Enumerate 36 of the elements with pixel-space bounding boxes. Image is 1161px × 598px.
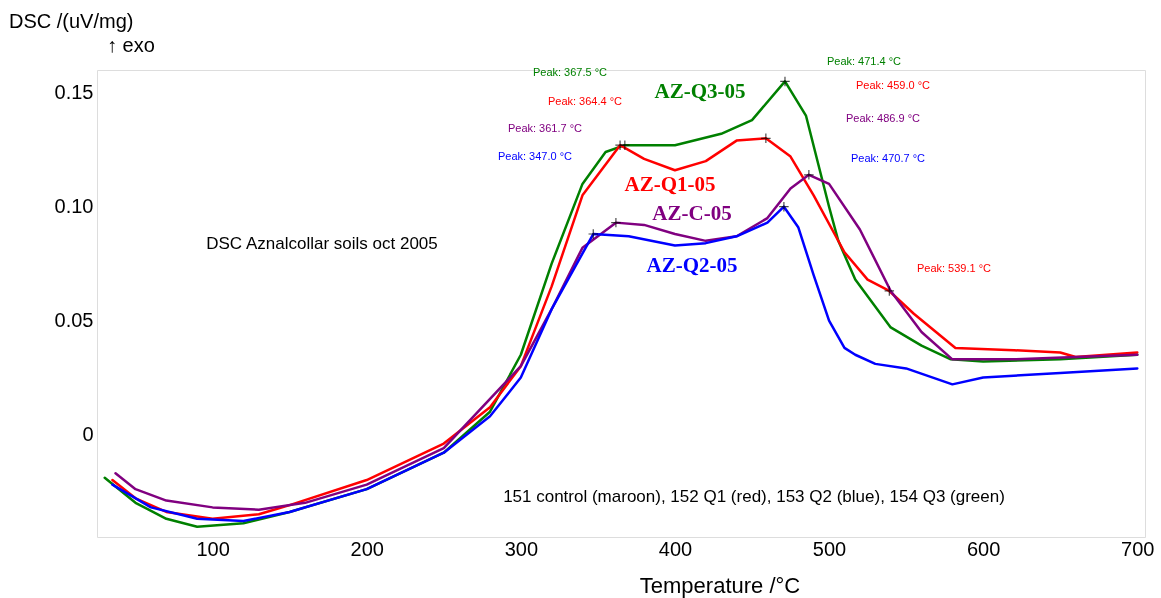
series-label: AZ-Q1-05 <box>624 172 716 196</box>
series-label: AZ-Q3-05 <box>654 79 746 103</box>
series-label: AZ-C-05 <box>652 201 732 225</box>
x-tick-label: 600 <box>966 537 1001 560</box>
y-tick-label: 0 <box>82 422 94 445</box>
point <box>614 139 626 151</box>
point <box>779 76 791 87</box>
annotation: Peak: 539.1 °C <box>916 262 992 274</box>
series-label: AZ-Q2-05 <box>646 253 738 277</box>
point <box>610 217 622 228</box>
y-axis-title: DSC /(uV/mg) ↑ exo <box>9 10 155 56</box>
x-tick-label: 100 <box>196 537 230 560</box>
x-tick-label: 400 <box>658 537 693 560</box>
annotation: Peak: 361.7 °C <box>507 122 583 134</box>
point <box>760 133 772 144</box>
x-tick-label: 300 <box>504 537 539 560</box>
annotation: Peak: 459.0 °C <box>855 79 931 91</box>
annotation: 151 control (maroon), 152 Q1 (red), 153 Q2 (blue), 154 Q3 (green) <box>503 487 1005 506</box>
y-tick-label: 0.05 <box>54 309 94 332</box>
annotation: Peak: 347.0 °C <box>497 150 573 162</box>
x-axis-title: Temperature /°C <box>639 573 801 598</box>
point <box>803 169 815 181</box>
annotation: Peak: 470.7 °C <box>850 152 926 164</box>
point <box>778 201 790 213</box>
annotation: DSC Aznalcollar soils oct 2005 <box>206 234 438 253</box>
x-tick-label: 200 <box>350 537 384 560</box>
y-tick-label: 0.15 <box>54 81 94 104</box>
x-tick-label: 500 <box>812 537 847 560</box>
annotation: Peak: 364.4 °C <box>547 95 623 107</box>
annotation: Peak: 367.5 °C <box>532 66 608 78</box>
point <box>883 285 895 297</box>
text: Peak: 471.4 °C <box>826 55 902 67</box>
point <box>587 228 599 240</box>
y-tick-label: 0.10 <box>54 195 94 218</box>
x-tick-label: 700 <box>1121 537 1155 560</box>
annotation: Peak: 486.9 °C <box>845 112 921 124</box>
